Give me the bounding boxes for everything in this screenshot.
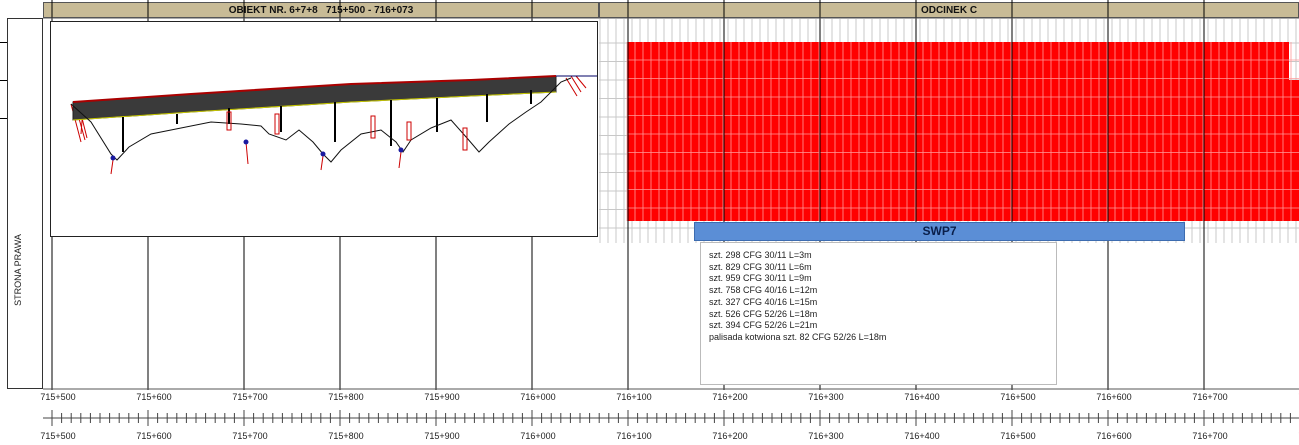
chainage-label: 716+300 [808,431,844,441]
pile-line: palisada kotwiona szt. 82 CFG 52/26 L=18… [709,331,887,342]
chainage-ruler [43,410,1299,426]
chainage-label: 716+600 [1096,431,1132,441]
pile-line: szt. 327 CFG 40/16 L=15m [709,296,818,307]
pile-line: szt. 959 CFG 30/11 L=9m [709,273,812,284]
chainage-label: 716+700 [1192,392,1228,402]
chainage-label: 716+700 [1192,431,1228,441]
chainage-label: 716+000 [520,392,556,402]
chainage-label: 715+700 [232,431,268,441]
pile-info-box: szt. 298 CFG 30/11 L=3m szt. 829 CFG 30/… [700,242,1057,385]
chainage-label: 715+600 [136,392,172,402]
chainage-label: 715+700 [232,392,268,402]
chainage-label: 716+600 [1096,392,1132,402]
side-panel [7,18,43,389]
chainage-label: 715+500 [40,431,76,441]
chainage-label: 715+900 [424,392,460,402]
chainage-label: 716+200 [712,431,748,441]
chainage-label: 716+200 [712,392,748,402]
bridge-profile [50,21,601,237]
pile-line: szt. 298 CFG 30/11 L=3m [709,250,812,260]
chainage-label: 716+100 [616,392,652,402]
chainage-label: 716+100 [616,431,652,441]
chainage-label: 715+900 [424,431,460,441]
bridge-profile-drawing [70,74,601,175]
chainage-label: 715+800 [328,392,364,402]
chainage-label: 716+400 [904,392,940,402]
chainage-label: 716+400 [904,431,940,441]
chainage-label: 715+600 [136,431,172,441]
chainage-label: 715+800 [328,431,364,441]
swp-bar: SWP7 [694,222,1185,241]
pile-field [627,42,1289,221]
pile-line: szt. 758 CFG 40/16 L=12m [709,285,818,296]
chainage-label: 716+500 [1000,431,1036,441]
chainage-label: 715+500 [40,392,76,402]
chainage-label: 716+000 [520,431,556,441]
chainage-label: 716+300 [808,392,844,402]
chainage-label: 716+500 [1000,392,1036,402]
pile-line: szt. 526 CFG 52/26 L=18m [709,308,818,319]
pile-line: szt. 829 CFG 30/11 L=6m [709,261,812,272]
pile-line: szt. 394 CFG 52/26 L=21m [709,320,818,331]
